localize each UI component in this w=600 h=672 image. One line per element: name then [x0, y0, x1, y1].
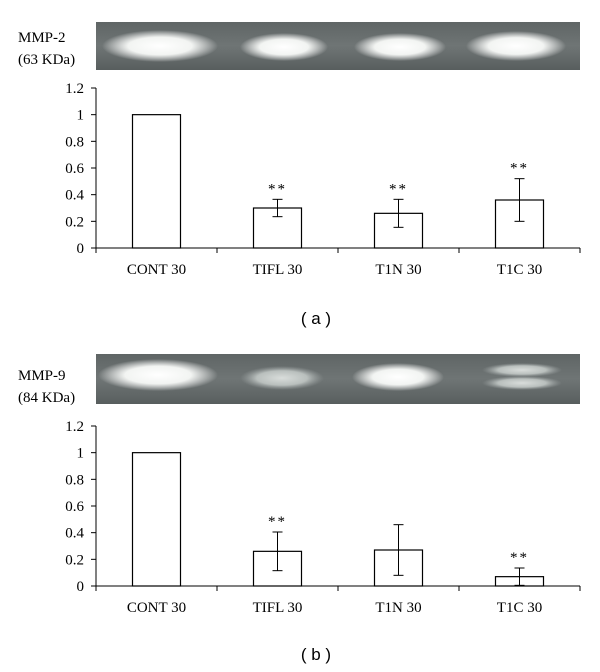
- y-tick-label: 0.8: [65, 134, 84, 150]
- blot-band: [466, 31, 566, 61]
- y-tick-label: 1: [77, 108, 85, 124]
- x-tick-label: T1N 30: [375, 262, 421, 278]
- y-tick-label: 1.2: [65, 81, 84, 97]
- blot-label-a-name: MMP-2: [18, 30, 66, 46]
- significance-marker: **: [389, 181, 408, 197]
- bar: [131, 114, 182, 249]
- y-tick-label: 0: [77, 241, 85, 257]
- y-tick-label: 0.4: [65, 526, 84, 542]
- blot-panel-b: MMP-9 (84 KDa): [18, 354, 580, 406]
- y-tick-label: 0.8: [65, 472, 84, 488]
- blot-label-b-name: MMP-9: [18, 368, 66, 384]
- blot-band: [240, 33, 328, 61]
- bar-chart-a: 0 0.2 0.4 0.6 0.8 1 1.2 CONT 30 ** TIFL 30 ** T1N 3…: [65, 81, 581, 278]
- y-tick-label: 0: [77, 579, 85, 595]
- x-tick-label: T1C 30: [497, 600, 542, 616]
- x-tick-label: CONT 30: [127, 262, 186, 278]
- blot-band: [240, 366, 324, 390]
- blot-band: [102, 30, 218, 62]
- y-tick-label: 0.6: [65, 161, 84, 177]
- blot-panel-a: MMP-2 (63 KDa): [18, 22, 580, 70]
- blot-band: [482, 376, 562, 390]
- significance-marker: **: [268, 514, 287, 530]
- significance-marker: **: [510, 550, 529, 566]
- bar: [131, 452, 182, 587]
- blot-label-b-weight: (84 KDa): [18, 390, 75, 406]
- significance-marker: **: [268, 181, 287, 197]
- bar-chart-b: 0 0.2 0.4 0.6 0.8 1 1.2 CONT 30 ** TIFL 30 T1N 30 *…: [65, 419, 581, 616]
- x-tick-label: TIFL 30: [253, 600, 303, 616]
- y-tick-label: 0.6: [65, 499, 84, 515]
- x-tick-label: TIFL 30: [253, 262, 303, 278]
- panel-caption-b: ( b ): [301, 645, 331, 664]
- y-tick-label: 0.2: [65, 214, 84, 230]
- blot-band: [352, 363, 444, 391]
- y-tick-label: 0.4: [65, 188, 84, 204]
- panel-caption-a: ( a ): [301, 309, 331, 328]
- significance-marker: **: [510, 161, 529, 177]
- blot-band: [98, 359, 218, 391]
- blot-band: [354, 33, 446, 61]
- y-tick-label: 0.2: [65, 552, 84, 568]
- blot-band: [482, 363, 562, 377]
- x-tick-label: T1N 30: [375, 600, 421, 616]
- x-tick-label: CONT 30: [127, 600, 186, 616]
- y-tick-label: 1: [77, 446, 85, 462]
- y-tick-label: 1.2: [65, 419, 84, 435]
- x-tick-label: T1C 30: [497, 262, 542, 278]
- blot-label-a-weight: (63 KDa): [18, 52, 75, 68]
